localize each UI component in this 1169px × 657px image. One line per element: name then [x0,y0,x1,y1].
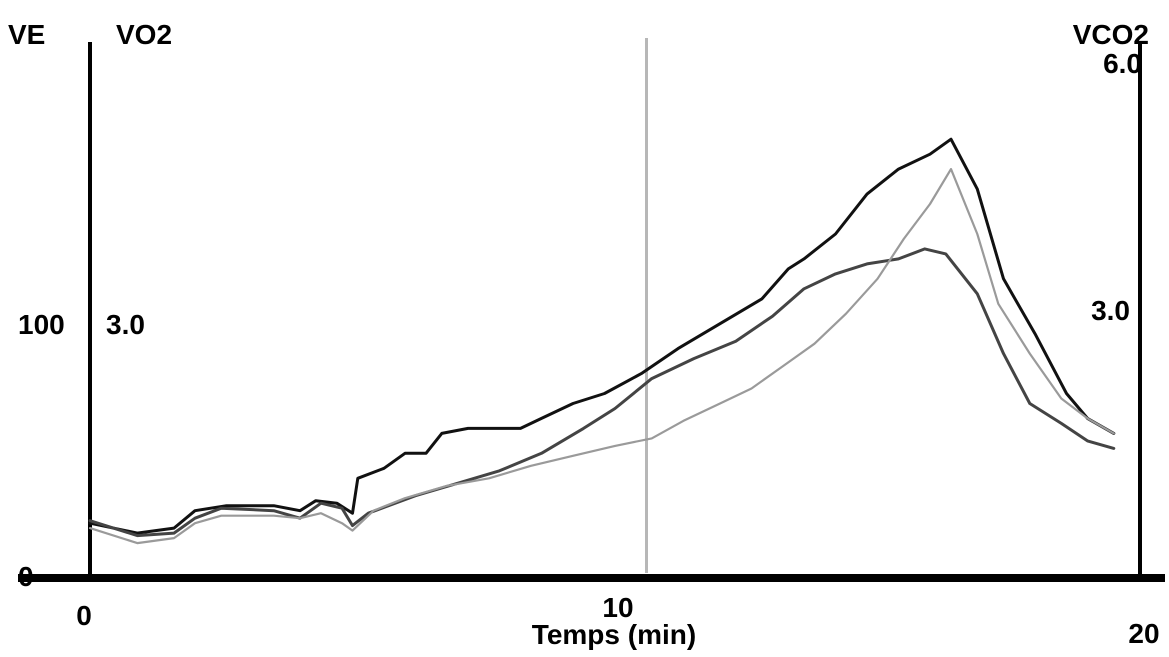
left-tick-label-3-0: 3.0 [106,309,145,340]
right-tick-label-6-0: 6.0 [1103,48,1142,79]
right-tick-label-3-0: 3.0 [1091,295,1130,326]
x-tick-label-20: 20 [1128,618,1159,649]
right-axis-label-vco2: VCO2 [1073,19,1149,50]
x-tick-label-0: 0 [76,600,92,631]
x-axis-title: Temps (min) [532,619,696,650]
label-layer: VE VO2 VCO2 100 3.0 0 6.0 3.0 0 10 20 Temps (min) [8,19,1160,650]
left-axis-label-vo2: VO2 [116,19,172,50]
series-line-ve [88,137,1116,535]
left-tick-label-0: 0 [18,561,34,592]
left-axis-label-ve: VE [8,19,45,50]
series-line-vco2 [88,168,1115,545]
series-line-vo2 [88,247,1116,538]
x-tick-label-10: 10 [602,592,633,623]
left-tick-label-100: 100 [18,309,65,340]
series-layer [88,137,1116,545]
